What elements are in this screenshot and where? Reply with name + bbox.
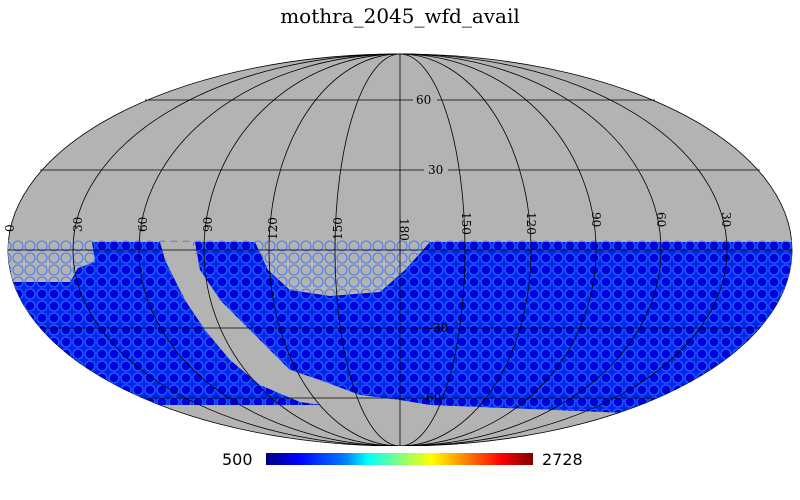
meridian-label: 180 [397, 218, 411, 241]
meridian-label: 30 [71, 217, 85, 232]
parallel-labels: 60 30 -30 -60 [413, 92, 448, 405]
colorbar-max-label: 2728 [542, 450, 583, 469]
meridian-label: 0 [3, 224, 17, 232]
map-title: mothra_2045_wfd_avail [280, 4, 520, 28]
parallel-label: -60 [422, 391, 441, 405]
excluded-gap [160, 242, 322, 405]
meridian-label: 90 [589, 212, 603, 227]
parallel-label: 60 [416, 93, 431, 107]
meridian-labels: 0 30 60 90 120 150 180 150 120 90 60 30 [3, 212, 733, 241]
meridian-label: 120 [266, 217, 280, 240]
graticule [8, 53, 792, 446]
meridian-label: 60 [136, 217, 150, 232]
colorbar-min-label: 500 [222, 450, 253, 469]
parallel-label: -30 [429, 321, 448, 335]
meridian-label: 120 [524, 212, 538, 235]
mollweide-sky-map[interactable]: 0 30 60 90 120 150 180 150 120 90 60 30 … [0, 0, 800, 446]
parallel-label: 30 [428, 163, 443, 177]
meridian-label: 150 [459, 212, 473, 235]
meridian-label: 60 [654, 212, 668, 227]
colorbar-gradient [266, 453, 533, 465]
meridian-label: 30 [719, 212, 733, 227]
meridian-label: 150 [331, 217, 345, 240]
meridian-label: 90 [201, 217, 215, 232]
